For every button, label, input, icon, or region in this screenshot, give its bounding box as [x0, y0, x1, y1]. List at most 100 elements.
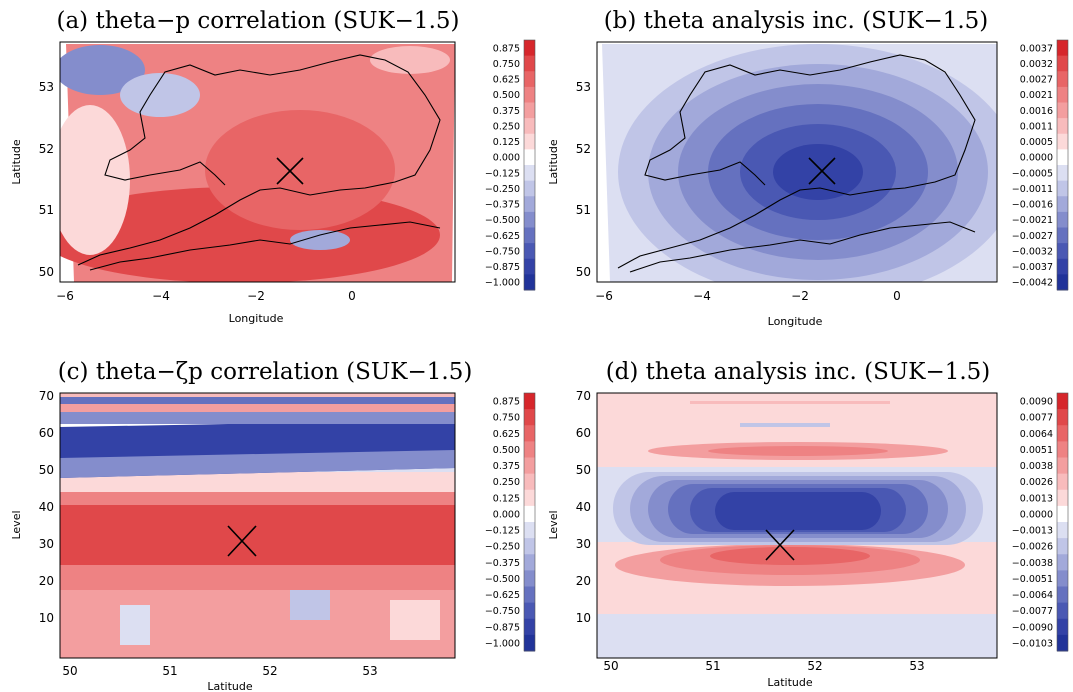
colorbar-label: 0.0037: [1020, 43, 1053, 54]
colorbar-label: 0.750: [493, 413, 520, 424]
colorbar-swatch: [524, 441, 535, 459]
colorbar-swatch: [524, 211, 535, 229]
panel-d-xtick: 51: [705, 659, 720, 673]
panel-c-band-top: [60, 393, 455, 397]
colorbar-label: 0.875: [493, 397, 520, 408]
colorbar-swatch: [524, 473, 535, 491]
colorbar-swatch: [524, 55, 535, 72]
colorbar-swatch: [1057, 227, 1068, 244]
panel-a-xtick: −4: [152, 289, 170, 303]
colorbar-label: 0.250: [493, 477, 520, 488]
colorbar-label: 0.375: [493, 461, 520, 472]
colorbar-swatch: [1057, 457, 1068, 475]
colorbar-label: 0.0000: [1020, 509, 1053, 520]
colorbar-label: −0.0042: [1012, 278, 1053, 289]
colorbar-label: 0.0011: [1020, 121, 1053, 132]
colorbar-label: 0.250: [493, 121, 520, 132]
colorbar-label: 0.0026: [1020, 477, 1053, 488]
panel-a-xtick: −2: [247, 289, 265, 303]
panel-d-yticks: 10 20 30 40 50 60 70: [576, 389, 591, 625]
colorbar-swatch: [524, 570, 535, 588]
panel-c-band-upper-2: [60, 404, 455, 412]
panel-d-xtick: 50: [603, 659, 618, 673]
colorbar-swatch: [1057, 274, 1068, 291]
colorbar-label: 0.125: [493, 493, 520, 504]
panel-c: (c) theta−ζp correlation (SUK−1.5) 50 51: [10, 359, 536, 692]
colorbar-label: 0.0000: [1020, 153, 1053, 164]
colorbar-label: −0.0011: [1012, 184, 1053, 195]
panel-a-coastline-south: [89, 221, 441, 271]
colorbar-swatch: [524, 393, 535, 410]
colorbar-label: 0.0021: [1020, 90, 1053, 101]
panel-a-yticks: 50 51 52 53: [39, 80, 54, 279]
colorbar-swatch: [1057, 634, 1068, 652]
colorbar-swatch: [524, 180, 535, 197]
colorbar-swatch: [524, 243, 535, 260]
panel-c-band-upper-1: [60, 412, 455, 424]
colorbar-swatch: [1057, 473, 1068, 491]
colorbar-swatch: [1057, 71, 1068, 88]
panel-b-ytick: 53: [576, 80, 591, 94]
panel-d-ytick: 60: [576, 426, 591, 440]
panel-a-xtick: −6: [56, 289, 74, 303]
colorbar-label: −0.500: [485, 574, 520, 585]
panel-d-ylabel: Level: [547, 510, 560, 539]
panel-a-colorbar: 0.875 0.750 0.625 0.500 0.375 0.250 0.125 0.000…: [485, 39, 536, 291]
panel-c-ytick: 10: [39, 611, 54, 625]
panel-a-field-core: [205, 110, 395, 230]
colorbar-swatch: [524, 40, 535, 57]
panel-b-ytick: 50: [576, 265, 591, 279]
panel-d-ytick: 20: [576, 574, 591, 588]
colorbar-swatch: [1057, 441, 1068, 459]
panel-b-yticks: 50 51 52 53: [576, 80, 591, 279]
colorbar-label: 0.0090: [1020, 397, 1053, 408]
panel-b-colorbar: 0.0037 0.0032 0.0027 0.0021 0.0016 0.0011 0.00…: [1012, 39, 1069, 291]
panel-d-upper-positive-core: [708, 446, 888, 456]
colorbar-swatch: [524, 227, 535, 244]
panel-c-ytick: 20: [39, 574, 54, 588]
colorbar-label: 0.0038: [1020, 461, 1053, 472]
colorbar-swatch: [1057, 118, 1068, 135]
colorbar-swatch: [524, 538, 535, 555]
colorbar-label: 0.375: [493, 106, 520, 117]
colorbar-label: −0.0027: [1012, 231, 1053, 242]
colorbar-label: −1.000: [485, 278, 520, 289]
colorbar-swatch: [1057, 618, 1068, 636]
panel-b-frame: [596, 41, 998, 283]
panel-d-marker: [765, 529, 795, 561]
panel-c-xtick: 51: [162, 664, 177, 678]
panel-c-title: (c) theta−ζp correlation (SUK−1.5): [58, 359, 473, 385]
panel-a-ytick: 52: [39, 142, 54, 156]
panel-a-field-northwest: [60, 45, 145, 95]
colorbar-swatch: [1057, 211, 1068, 229]
panel-d-ytick: 10: [576, 611, 591, 625]
colorbar-label: −0.0016: [1012, 200, 1053, 211]
colorbar-label: −0.0077: [1012, 606, 1053, 617]
colorbar-label: −0.0005: [1012, 168, 1053, 179]
colorbar-label: −0.0013: [1012, 526, 1053, 537]
panel-c-ytick: 30: [39, 537, 54, 551]
panel-b-coastline: [617, 54, 976, 269]
colorbar-swatch: [524, 602, 535, 620]
panel-a-xlabel: Longitude: [229, 312, 284, 325]
colorbar-swatch: [1057, 554, 1068, 571]
panel-d-ytick: 50: [576, 463, 591, 477]
colorbar-label: −0.250: [485, 184, 520, 195]
panel-c-patch-3: [390, 600, 440, 640]
colorbar-swatch: [524, 133, 535, 150]
colorbar-label: 0.0016: [1020, 106, 1053, 117]
panel-d-xtick: 53: [909, 659, 924, 673]
colorbar-label: −0.0051: [1012, 574, 1053, 585]
panel-b-marker: [808, 157, 836, 185]
colorbar-swatch: [524, 149, 535, 166]
panel-a-field-ne: [370, 46, 450, 74]
colorbar-frame: [523, 392, 536, 652]
colorbar-label: 0.0027: [1020, 75, 1053, 86]
panel-c-ytick: 50: [39, 463, 54, 477]
colorbar-label: −0.250: [485, 542, 520, 553]
panel-b-field-ring-6: [773, 144, 863, 200]
colorbar-label: −0.625: [485, 590, 520, 601]
colorbar-frame: [1056, 392, 1069, 652]
panel-d-band-thin-top: [690, 401, 890, 404]
